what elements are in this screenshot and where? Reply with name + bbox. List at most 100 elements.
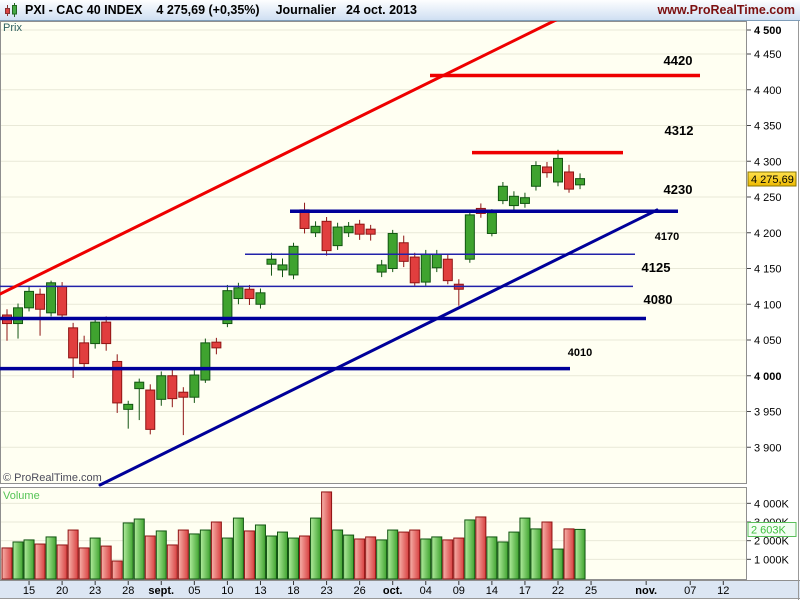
volume-bar	[332, 529, 344, 580]
candle-body	[156, 375, 167, 400]
volume-bar	[475, 516, 487, 580]
candle-body	[398, 242, 409, 262]
price-axis-label: 4 250	[754, 192, 782, 204]
volume-bar	[133, 518, 145, 580]
copyright-label: © ProRealTime.com	[3, 472, 102, 484]
candle-body	[575, 178, 586, 186]
instrument-name: PXI - CAC 40 INDEX	[25, 3, 143, 17]
volume-bar	[89, 537, 101, 580]
level-label: 4010	[568, 347, 592, 359]
level-label: 4170	[655, 231, 679, 243]
candle-body	[90, 321, 101, 345]
volume-bar	[310, 517, 322, 580]
last-volume-box: 2 603K	[747, 522, 797, 537]
level-label: 4312	[665, 123, 694, 138]
candle-body	[365, 228, 376, 235]
price-pane	[0, 21, 747, 484]
date-axis-label: 12	[717, 585, 729, 597]
candle-body	[420, 253, 431, 283]
candle-body	[68, 327, 79, 359]
volume-bar	[464, 519, 476, 580]
volume-bar	[144, 535, 156, 580]
candle-body	[530, 165, 541, 187]
last-price-box: 4 275,69	[747, 171, 797, 187]
candle-body	[167, 375, 178, 400]
volume-bar	[563, 528, 575, 580]
upper-channel-trendline[interactable]	[0, 16, 562, 296]
volume-bar	[199, 529, 211, 580]
level-label: 4080	[644, 292, 673, 307]
volume-bar	[1, 547, 13, 580]
candle-body	[288, 245, 299, 276]
date-axis-label: 23	[320, 585, 332, 597]
volume-bar	[67, 529, 79, 580]
candle-body	[442, 258, 453, 282]
volume-bar	[155, 530, 167, 580]
date-axis-label: 26	[354, 585, 366, 597]
volume-bar	[23, 539, 35, 580]
candle-body	[508, 195, 519, 207]
level-label: 4420	[664, 53, 693, 68]
date-axis-label: 10	[221, 585, 233, 597]
date-axis-label: 20	[56, 585, 68, 597]
date-axis-strip	[0, 581, 800, 598]
candle-body	[431, 253, 442, 269]
candle-body	[387, 232, 398, 269]
volume-pane-label: Volume	[3, 490, 40, 502]
candle-body	[486, 212, 497, 234]
price-axis-label: 4 050	[754, 335, 782, 347]
volume-bar	[442, 539, 454, 580]
volume-bar	[111, 560, 123, 580]
candle-body	[332, 226, 343, 247]
price-axis-label: 4 000	[754, 371, 782, 383]
candle-body	[255, 292, 266, 305]
price-axis-label: 3 950	[754, 407, 782, 419]
volume-bar	[409, 529, 421, 580]
cursor-date: 24 oct. 2013	[346, 3, 417, 17]
date-axis-label: 28	[122, 585, 134, 597]
candle-body	[145, 389, 156, 430]
date-axis-label: 23	[89, 585, 101, 597]
candle-body	[189, 374, 200, 398]
volume-bar	[530, 528, 542, 580]
date-axis-label: 14	[486, 585, 498, 597]
lower-channel-trendline[interactable]	[98, 208, 659, 487]
candle-body	[134, 381, 145, 390]
volume-bar	[541, 521, 553, 580]
last-volume-value: 2 603K	[751, 525, 787, 537]
volume-bar	[12, 541, 24, 580]
candle-body	[244, 288, 255, 300]
prorealtime-link[interactable]: www.ProRealTime.com	[657, 3, 795, 17]
volume-bar	[232, 517, 244, 580]
date-axis-label: 15	[23, 585, 35, 597]
price-axis-label: 4 300	[754, 156, 782, 168]
date-axis-label: 05	[188, 585, 200, 597]
volume-bar	[299, 535, 311, 580]
volume-bar	[321, 491, 333, 580]
date-axis-label: 09	[453, 585, 465, 597]
candle-body	[233, 287, 244, 300]
volume-bar	[265, 535, 277, 580]
volume-bar	[254, 524, 266, 580]
candle-body	[266, 258, 277, 265]
candle-body	[464, 214, 475, 260]
candle-body	[123, 403, 134, 410]
candle-body	[553, 157, 563, 183]
price-axis-label: 4 200	[754, 228, 782, 240]
candle-body	[178, 391, 189, 398]
candle-body	[13, 307, 24, 325]
date-axis-label: 04	[420, 585, 432, 597]
volume-bar	[78, 547, 90, 580]
date-axis-label: 18	[287, 585, 299, 597]
volume-axis-label: 1 000K	[754, 554, 790, 566]
volume-bar	[519, 517, 531, 580]
date-axis-label: sept.	[148, 585, 174, 597]
date-axis-label: nov.	[635, 585, 657, 597]
candle-body	[409, 256, 420, 284]
candle-body	[277, 264, 288, 271]
candle-body	[79, 342, 90, 365]
candle-body	[112, 360, 123, 404]
date-axis-label: 17	[519, 585, 531, 597]
volume-axis-label: 2 000K	[754, 536, 790, 548]
